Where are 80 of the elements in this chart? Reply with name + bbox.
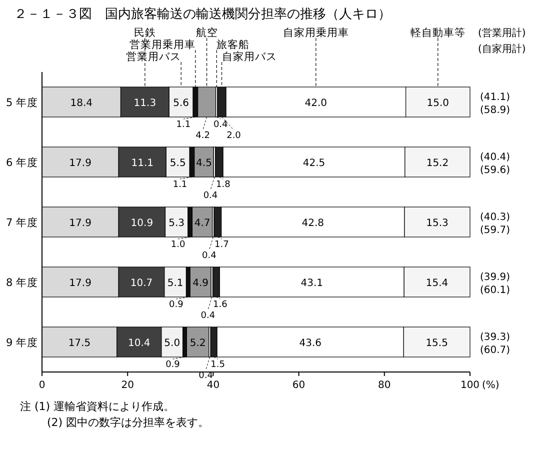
data-label: 15.2 xyxy=(426,158,449,169)
text: 営業用乗用車 xyxy=(129,38,196,51)
data-label: 0.4 xyxy=(203,191,218,201)
x-tick-label: 40 xyxy=(206,380,220,391)
data-label: 5.6 xyxy=(173,98,190,109)
data-label: 1.1 xyxy=(176,120,191,130)
text: 旅客船 xyxy=(216,38,250,51)
data-label: 43.1 xyxy=(300,278,323,289)
data-label: 15.4 xyxy=(426,278,448,289)
data-label: 4.2 xyxy=(196,131,210,141)
text: (39.9) xyxy=(480,272,510,283)
data-label: 42.5 xyxy=(302,158,326,169)
data-label: 11.3 xyxy=(134,98,156,109)
text: (59.6) xyxy=(480,165,510,176)
data-label: 42.0 xyxy=(304,98,328,109)
text: (60.7) xyxy=(480,345,510,356)
text: (営業用計) xyxy=(478,27,526,39)
x-tick-label: 60 xyxy=(292,380,306,391)
data-label: 11.1 xyxy=(131,158,154,169)
data-label: 1.6 xyxy=(213,300,228,310)
text: (41.1) xyxy=(480,92,510,103)
x-tick-label: 80 xyxy=(378,380,391,391)
x-tick-label: 100 xyxy=(460,380,480,391)
text: 自家用乗用車 xyxy=(282,26,349,39)
data-label: 17.9 xyxy=(69,218,92,229)
y-tick-label: 8 年度 xyxy=(6,276,38,289)
text: (58.9) xyxy=(480,105,510,116)
data-label: 10.7 xyxy=(130,278,153,289)
text: 軽自動車等 xyxy=(410,26,466,39)
y-tick-label: 6 年度 xyxy=(6,156,38,169)
data-label: 1.1 xyxy=(172,180,188,190)
data-label: 5.1 xyxy=(167,278,184,289)
data-label: 17.5 xyxy=(68,338,91,349)
data-label: 4.5 xyxy=(196,158,212,169)
data-label: 5.2 xyxy=(190,338,206,349)
bar xyxy=(186,326,210,358)
data-label: 1.8 xyxy=(216,180,231,190)
x-tick-label: 20 xyxy=(121,380,134,391)
data-label: 5.0 xyxy=(164,338,180,349)
text: (自家用計) xyxy=(478,43,526,55)
text: (59.7) xyxy=(480,225,510,236)
data-label: 0.4 xyxy=(200,311,216,321)
data-label: 0.4 xyxy=(202,251,217,261)
text: (40.4) xyxy=(480,152,510,163)
data-label: 15.5 xyxy=(426,338,448,349)
data-label: 18.4 xyxy=(70,98,93,109)
data-label: 5.5 xyxy=(170,158,186,169)
data-label: 2.0 xyxy=(226,131,242,141)
data-label: 17.9 xyxy=(69,278,92,289)
text: (60.1) xyxy=(480,285,510,296)
text: (39.3) xyxy=(480,332,510,343)
text: (40.3) xyxy=(480,212,510,223)
x-tick-label: 0 xyxy=(38,380,46,391)
data-label: 1.0 xyxy=(170,240,186,250)
text: (2) 図中の数字は分担率を表す。 xyxy=(47,416,210,429)
data-label: 5.3 xyxy=(168,218,185,229)
text: 民鉄 xyxy=(134,27,156,39)
data-label: 15.0 xyxy=(426,98,450,109)
data-label: 1.7 xyxy=(214,240,229,250)
data-label: 43.6 xyxy=(299,338,322,349)
y-tick-label: 7 年度 xyxy=(6,216,38,229)
data-label: 0.9 xyxy=(166,360,180,370)
data-label: 10.9 xyxy=(130,218,154,229)
data-label: 4.9 xyxy=(192,278,209,289)
text: 注 (1) 運輸省資料により作成。 xyxy=(20,400,175,413)
y-tick-label: 9 年度 xyxy=(6,336,38,349)
data-label: 0.9 xyxy=(169,300,184,310)
chart-title: ２－１－３図 国内旅客輸送の輸送機関分担率の推移（人キロ） xyxy=(14,6,391,22)
y-tick-label: 5 年度 xyxy=(6,96,38,109)
data-label: 15.3 xyxy=(426,218,448,229)
text: 自家用バス xyxy=(222,50,277,63)
text: 営業用バス xyxy=(126,50,182,63)
data-label: 4.7 xyxy=(194,218,210,229)
data-label: 17.9 xyxy=(69,158,92,169)
data-label: 42.8 xyxy=(302,218,324,229)
data-label: 1.5 xyxy=(210,360,226,370)
data-label: 0.4 xyxy=(213,120,228,130)
data-label: 10.4 xyxy=(128,338,150,349)
x-axis-title: (%) xyxy=(482,380,500,391)
text: 航空 xyxy=(196,26,218,39)
